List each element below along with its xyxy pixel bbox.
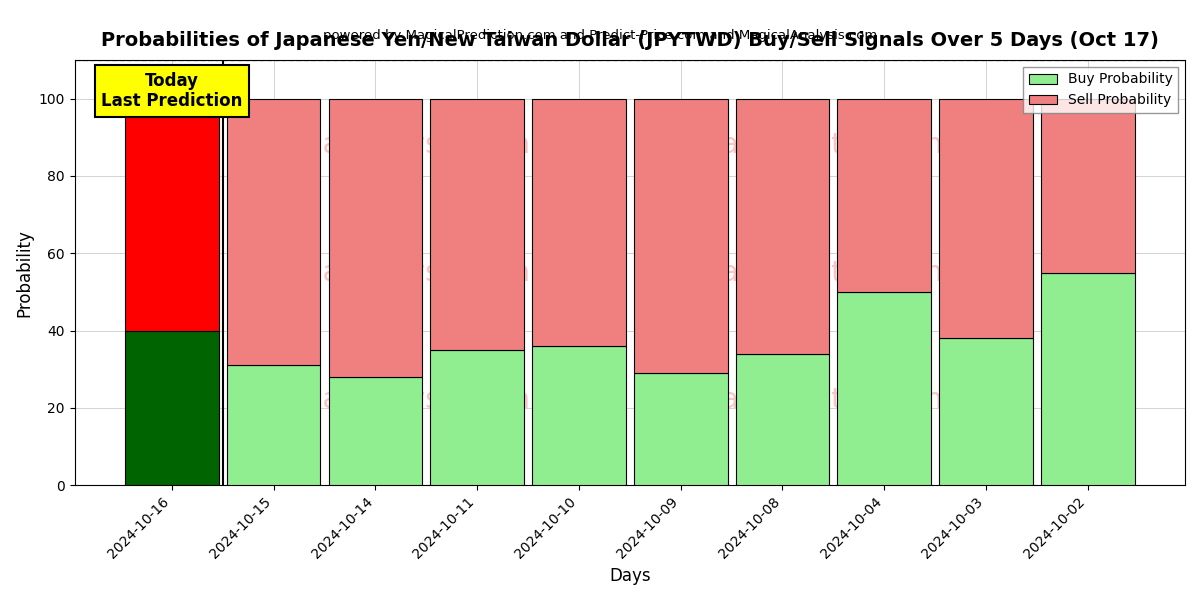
Title: Probabilities of Japanese Yen/New Taiwan Dollar (JPYTWD) Buy/Sell Signals Over 5: Probabilities of Japanese Yen/New Taiwan…: [101, 31, 1159, 50]
Bar: [736, 98, 829, 354]
Bar: [532, 346, 625, 485]
Bar: [838, 292, 931, 485]
Bar: [227, 365, 320, 485]
Bar: [1040, 98, 1134, 272]
Legend: Buy Probability, Sell Probability: Buy Probability, Sell Probability: [1024, 67, 1178, 113]
Bar: [329, 377, 422, 485]
Bar: [532, 98, 625, 346]
Text: MagicalAnalysis.com: MagicalAnalysis.com: [241, 131, 530, 159]
Text: powered by MagicalPrediction.com and Predict-Price.com and MagicalAnalysis.com: powered by MagicalPrediction.com and Pre…: [323, 29, 877, 42]
Bar: [940, 98, 1033, 338]
Bar: [838, 98, 931, 292]
Bar: [125, 331, 218, 485]
Bar: [634, 373, 727, 485]
Bar: [329, 98, 422, 377]
Bar: [940, 338, 1033, 485]
Bar: [227, 98, 320, 365]
Bar: [125, 98, 218, 331]
Text: Today
Last Prediction: Today Last Prediction: [101, 71, 242, 110]
Text: MagicalAnalysis.com: MagicalAnalysis.com: [241, 259, 530, 287]
Bar: [634, 98, 727, 373]
Text: MagicalPrediction.com: MagicalPrediction.com: [640, 131, 953, 159]
Y-axis label: Probability: Probability: [16, 229, 34, 317]
X-axis label: Days: Days: [610, 567, 650, 585]
Bar: [1040, 272, 1134, 485]
Text: MagicalAnalysis.com: MagicalAnalysis.com: [241, 386, 530, 414]
Bar: [431, 98, 524, 350]
Bar: [431, 350, 524, 485]
Bar: [736, 354, 829, 485]
Text: MagicalPrediction.com: MagicalPrediction.com: [640, 386, 953, 414]
Text: MagicalPrediction.com: MagicalPrediction.com: [640, 259, 953, 287]
